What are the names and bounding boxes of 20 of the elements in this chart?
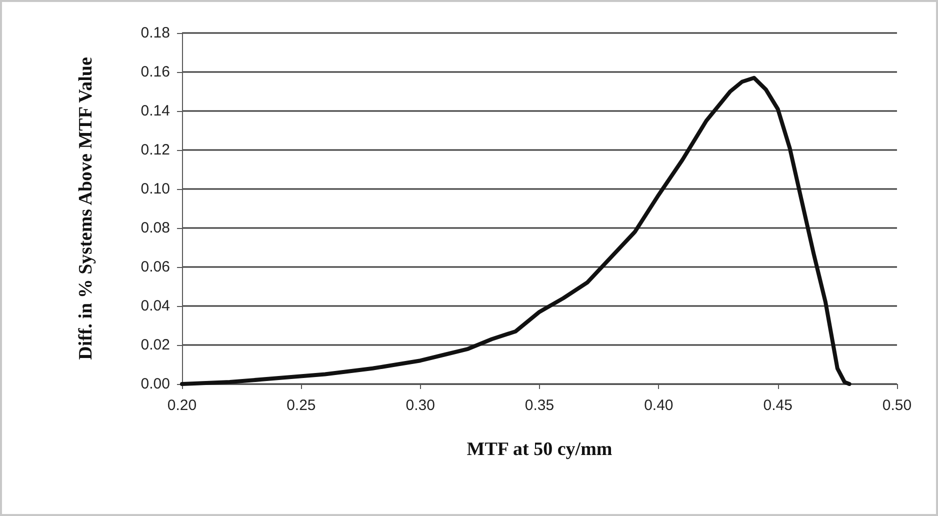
x-tick-label: 0.50 — [882, 397, 912, 414]
y-tick-label: 0.10 — [140, 180, 170, 198]
y-tick-label: 0.16 — [140, 64, 170, 80]
x-tick-label: 0.35 — [524, 397, 554, 414]
y-tick-label: 0.18 — [140, 24, 170, 42]
y-tick-label: 0.04 — [140, 298, 170, 314]
y-tick-label: 0.00 — [140, 376, 170, 392]
y-axis-title: Diff. in % Systems Above MTF Value — [76, 57, 96, 360]
y-tick-label: 0.06 — [140, 258, 170, 276]
x-tick-label: 0.30 — [406, 397, 435, 414]
y-tick-label: 0.08 — [140, 220, 170, 236]
x-axis-title: MTF at 50 cy/mm — [466, 439, 612, 460]
y-tick-label: 0.12 — [140, 142, 170, 158]
x-tick-label: 0.45 — [763, 397, 792, 414]
x-tick-label: 0.40 — [644, 397, 674, 414]
y-tick-label: 0.02 — [140, 336, 170, 354]
x-tick-label: 0.20 — [167, 397, 197, 414]
y-tick-label: 0.14 — [140, 102, 170, 120]
line-series — [180, 76, 852, 386]
x-tick-label: 0.25 — [286, 397, 316, 414]
